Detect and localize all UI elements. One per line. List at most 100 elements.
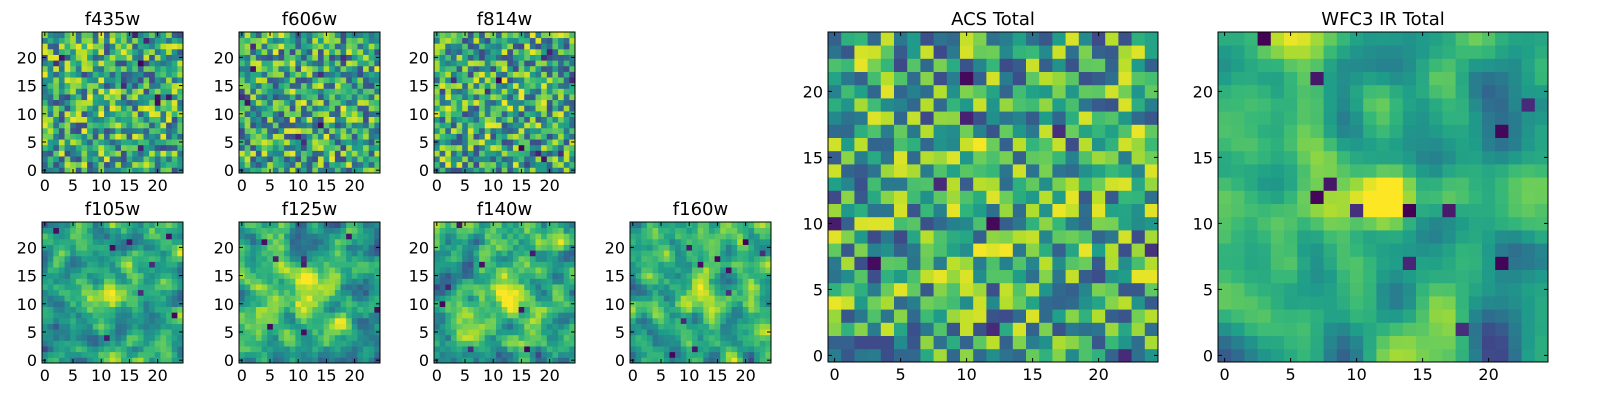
heatmap-cell bbox=[946, 190, 961, 204]
heatmap-cell bbox=[725, 317, 732, 324]
heatmap-cell bbox=[518, 82, 525, 89]
heatmap-cell bbox=[518, 300, 525, 307]
heatmap-cell bbox=[541, 351, 548, 358]
heatmap-cell bbox=[512, 238, 519, 245]
heatmap-cell bbox=[317, 300, 324, 307]
heatmap-cell bbox=[496, 289, 503, 296]
heatmap-cell bbox=[439, 48, 446, 55]
heatmap-cell bbox=[171, 227, 178, 234]
heatmap-cell bbox=[363, 233, 370, 240]
heatmap-cell bbox=[374, 250, 381, 257]
heatmap-cell bbox=[149, 32, 156, 39]
heatmap-cell bbox=[529, 244, 536, 251]
heatmap-cell bbox=[569, 255, 576, 262]
heatmap-cell bbox=[737, 227, 744, 234]
heatmap-cell bbox=[289, 238, 296, 245]
heatmap-cell bbox=[143, 156, 150, 163]
heatmap-cell bbox=[132, 278, 139, 285]
heatmap-cell bbox=[340, 161, 347, 168]
heatmap-cell bbox=[524, 261, 531, 268]
heatmap-cell bbox=[53, 317, 60, 324]
heatmap-cell bbox=[289, 32, 296, 39]
heatmap-cell bbox=[720, 351, 727, 358]
heatmap-cell bbox=[171, 43, 178, 50]
heatmap-cell bbox=[120, 295, 127, 302]
heatmap-cell bbox=[546, 94, 553, 101]
heatmap-cell bbox=[53, 351, 60, 358]
heatmap-cell bbox=[267, 150, 274, 157]
heatmap-cell bbox=[368, 357, 375, 364]
heatmap-cell bbox=[143, 71, 150, 78]
heatmap-cell bbox=[244, 60, 251, 67]
heatmap-cell bbox=[53, 357, 60, 364]
heatmap-cell bbox=[255, 133, 262, 140]
heatmap-cell bbox=[524, 272, 531, 279]
heatmap-cell bbox=[479, 267, 486, 274]
heatmap-cell bbox=[714, 300, 721, 307]
heatmap-cell bbox=[166, 255, 173, 262]
heatmap-cell bbox=[306, 71, 313, 78]
y-tick-label: 5 bbox=[224, 323, 234, 342]
heatmap-cell bbox=[1118, 296, 1132, 310]
heatmap-cell bbox=[334, 127, 341, 134]
heatmap-cell bbox=[351, 110, 358, 117]
heatmap-cell bbox=[686, 227, 693, 234]
heatmap-cell bbox=[490, 48, 497, 55]
heatmap-cell bbox=[933, 190, 948, 204]
heatmap-cell bbox=[445, 82, 452, 89]
heatmap-cell bbox=[518, 94, 525, 101]
heatmap-cell bbox=[880, 282, 895, 297]
heatmap-cell bbox=[374, 222, 381, 229]
heatmap-cell bbox=[317, 43, 324, 50]
heatmap-cell bbox=[250, 255, 257, 262]
heatmap-cell bbox=[558, 312, 565, 319]
heatmap-cell bbox=[126, 250, 133, 257]
heatmap-cell bbox=[177, 227, 184, 234]
heatmap-cell bbox=[244, 167, 251, 174]
heatmap-cell bbox=[512, 167, 519, 174]
heatmap-cell bbox=[731, 222, 738, 229]
heatmap-cell bbox=[569, 334, 576, 341]
heatmap-cell bbox=[641, 334, 648, 341]
heatmap-cell bbox=[635, 334, 642, 341]
heatmap-cell bbox=[960, 98, 974, 112]
heatmap-cell bbox=[920, 150, 934, 165]
heatmap-cell bbox=[149, 300, 156, 307]
heatmap-cell bbox=[166, 65, 173, 72]
heatmap-cell bbox=[535, 346, 542, 353]
heatmap-cell bbox=[317, 161, 324, 168]
heatmap-cell bbox=[137, 222, 144, 229]
heatmap-cell bbox=[462, 71, 469, 78]
heatmap-cell bbox=[340, 250, 347, 257]
heatmap-cell bbox=[675, 312, 682, 319]
heatmap-cell bbox=[357, 54, 364, 61]
heatmap-cell bbox=[160, 312, 167, 319]
heatmap-cell bbox=[64, 329, 71, 336]
heatmap-cell bbox=[765, 267, 772, 274]
heatmap-cell bbox=[692, 351, 699, 358]
heatmap-cell bbox=[149, 37, 156, 44]
heatmap-cell bbox=[92, 150, 99, 157]
heatmap-cell bbox=[272, 222, 279, 229]
heatmap-cell bbox=[267, 133, 274, 140]
heatmap-cell bbox=[445, 122, 452, 129]
heatmap-cell bbox=[518, 255, 525, 262]
heatmap-cell bbox=[973, 124, 987, 138]
heatmap-cell bbox=[137, 300, 144, 307]
heatmap-cell bbox=[569, 317, 576, 324]
heatmap-cell bbox=[535, 238, 542, 245]
heatmap-cell bbox=[1144, 335, 1159, 350]
heatmap-cell bbox=[473, 238, 480, 245]
heatmap-cell bbox=[58, 300, 65, 307]
heatmap-cell bbox=[552, 94, 559, 101]
heatmap-cell bbox=[535, 54, 542, 61]
heatmap-cell bbox=[479, 329, 486, 336]
heatmap-cell bbox=[748, 346, 755, 353]
heatmap-cell bbox=[456, 278, 463, 285]
heatmap-cell bbox=[484, 110, 491, 117]
heatmap-cell bbox=[467, 306, 474, 313]
heatmap-cell bbox=[490, 105, 497, 112]
heatmap-cell bbox=[255, 357, 262, 364]
heatmap-cell bbox=[841, 216, 855, 231]
heatmap-cell bbox=[346, 278, 353, 285]
